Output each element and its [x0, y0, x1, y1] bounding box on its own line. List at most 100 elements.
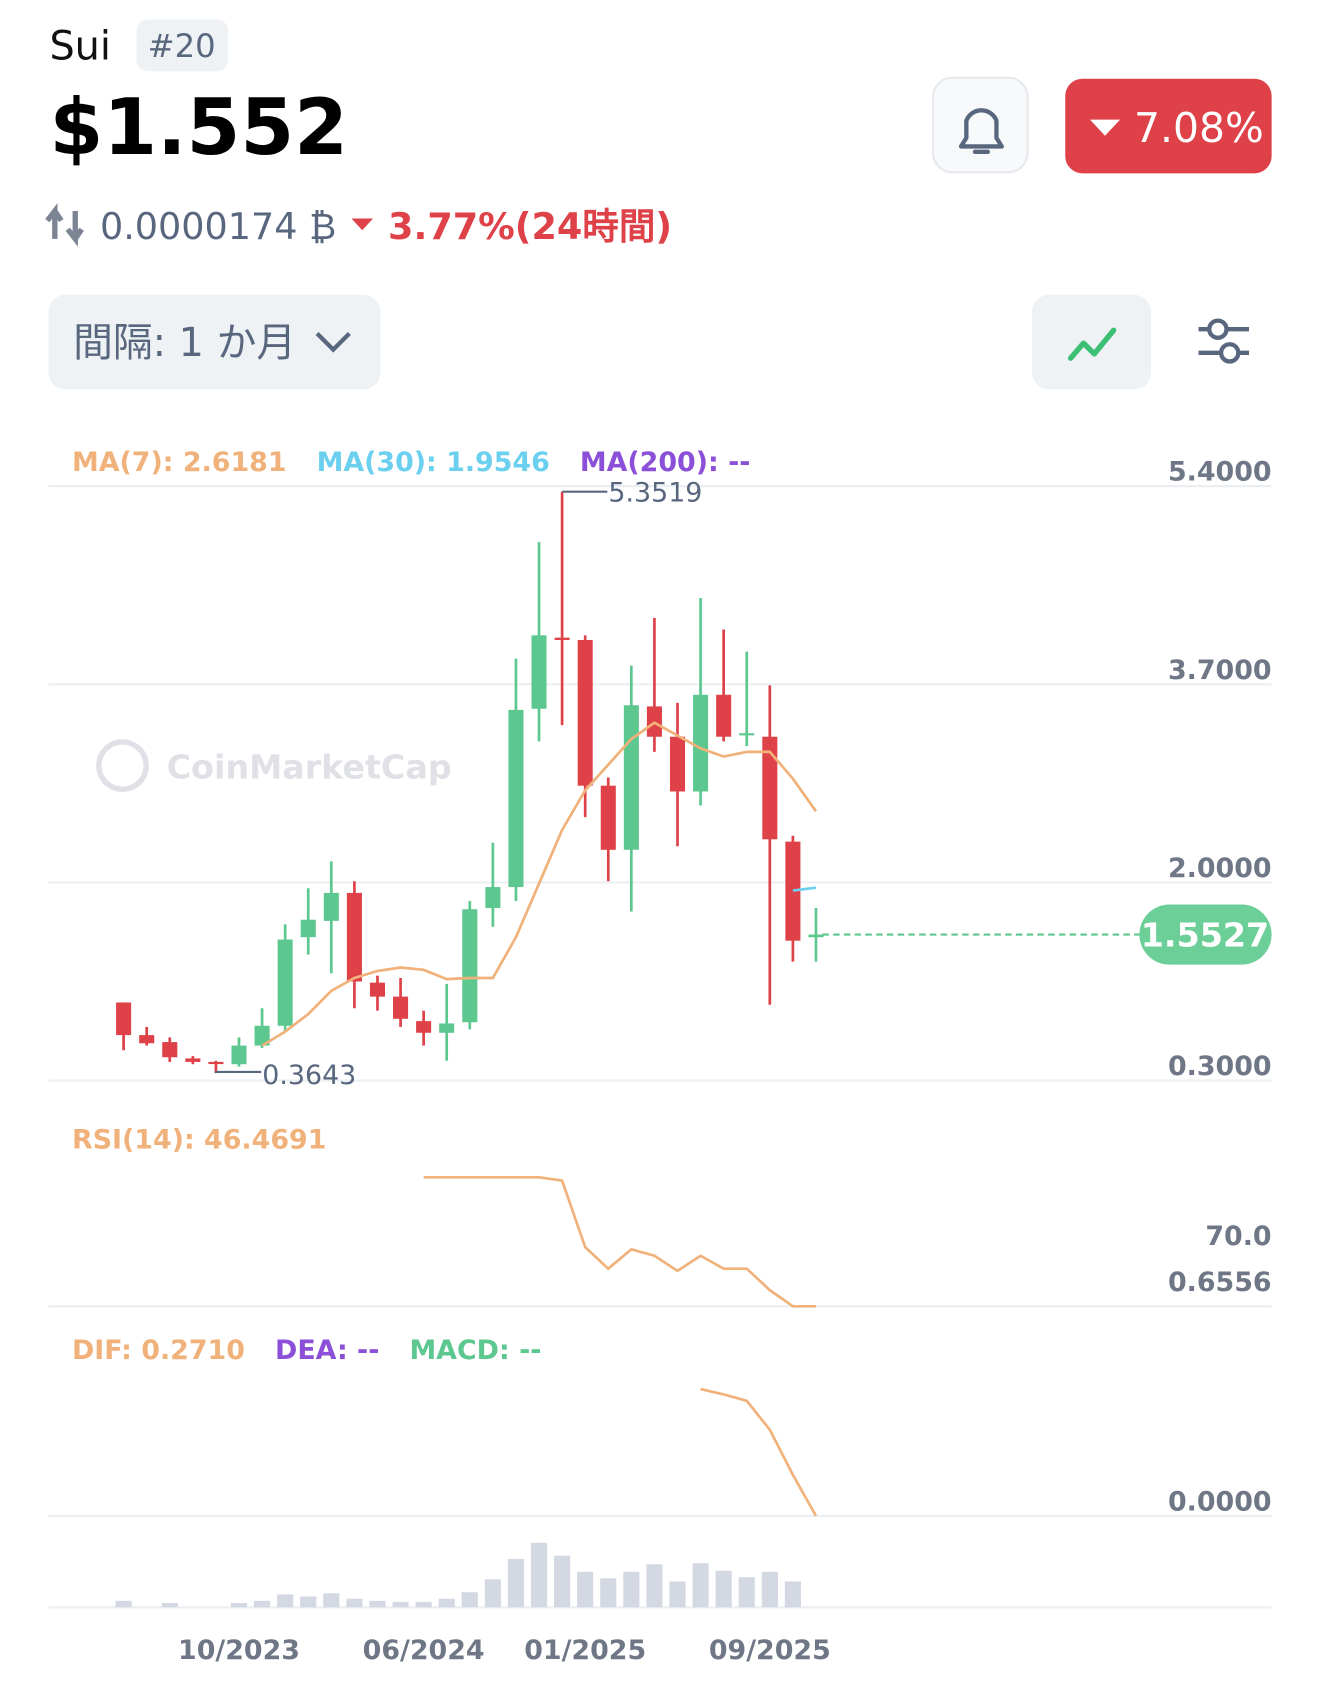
candle-body	[577, 639, 593, 786]
volume-bar	[461, 1592, 478, 1608]
volume-bar	[230, 1602, 248, 1608]
alert-button[interactable]	[931, 76, 1029, 174]
volume-bar	[323, 1593, 340, 1608]
x-tick-label: 01/2025	[524, 1635, 646, 1666]
volume-bar	[761, 1571, 778, 1608]
settings-button[interactable]	[1198, 318, 1250, 364]
indicator-label: MA(7): 2.6181	[72, 447, 287, 478]
y-tick-label: 2.0000	[1168, 853, 1272, 884]
x-tick-label: 09/2025	[709, 1635, 831, 1666]
y-tick-label: 0.6556	[1168, 1267, 1272, 1298]
candle-body	[508, 709, 524, 888]
low-label: 0.3643	[262, 1060, 356, 1091]
volume-bar	[438, 1598, 455, 1608]
candle-body	[277, 939, 293, 1026]
volume-bar	[115, 1600, 132, 1608]
high-label: 5.3519	[608, 477, 702, 508]
x-tick-label: 10/2023	[178, 1635, 300, 1666]
indicator-label: MACD: --	[409, 1335, 541, 1366]
candle-body	[393, 996, 409, 1019]
coin-name: Sui	[49, 23, 111, 69]
y-tick-label: 0.0000	[1168, 1487, 1272, 1518]
candle-body	[231, 1045, 247, 1065]
candle-body	[485, 887, 501, 909]
candle-body	[554, 637, 570, 640]
candle-body	[669, 736, 686, 792]
indicator-label: DEA: --	[275, 1335, 379, 1366]
volume-bar	[507, 1558, 525, 1608]
candle-body	[623, 705, 639, 850]
candle-body	[369, 982, 386, 997]
candle-body	[162, 1042, 178, 1058]
candle-body	[600, 785, 616, 850]
volume-bar	[738, 1577, 755, 1608]
rsi-line	[423, 1175, 816, 1308]
volume-bar	[346, 1598, 363, 1608]
y-tick-label: 5.4000	[1168, 457, 1272, 488]
candle-body	[739, 733, 755, 736]
candle-body	[346, 892, 362, 982]
volume-bar	[392, 1601, 409, 1608]
volume-bar	[415, 1601, 432, 1608]
volume-bar	[369, 1600, 386, 1608]
rank-badge	[136, 19, 228, 72]
indicator-label: MA(200): --	[580, 447, 751, 478]
y-tick-label: 0.3000	[1168, 1051, 1272, 1082]
btc-price: 0.0000174 ₿	[100, 205, 336, 248]
candle-body	[716, 694, 732, 737]
volume-bar	[277, 1594, 294, 1608]
candle-body	[693, 694, 709, 792]
candle-body	[185, 1058, 201, 1062]
volume-bar	[715, 1570, 732, 1608]
swap-icon	[45, 203, 84, 247]
chart-type-button[interactable]	[1031, 294, 1152, 390]
volume-bar	[784, 1581, 801, 1608]
x-tick-label: 06/2024	[363, 1635, 485, 1666]
candle-body	[416, 1021, 432, 1033]
candle-body	[139, 1035, 155, 1044]
interval-button[interactable]: 間隔: 1 か月	[48, 294, 381, 390]
volume-bar	[577, 1571, 594, 1608]
change-badge[interactable]: 7.08%	[1065, 78, 1272, 174]
candle-body	[254, 1025, 270, 1046]
volume-bar	[692, 1563, 709, 1608]
indicator-label: RSI(14): 46.4691	[72, 1124, 326, 1155]
interval: 間隔: 1 か月	[73, 320, 296, 366]
candle-body	[808, 934, 824, 938]
volume-bar	[254, 1600, 271, 1608]
volume-bar	[623, 1571, 640, 1608]
last-price-pill	[1139, 904, 1272, 965]
last-price-label: 1.5527	[1141, 915, 1270, 954]
candle-body	[208, 1061, 224, 1065]
y-tick-label: 70.0	[1205, 1221, 1271, 1252]
candle-body	[462, 909, 478, 1023]
low-pointer	[214, 1070, 262, 1074]
volume-bar	[484, 1579, 501, 1608]
volume-bar	[530, 1542, 548, 1608]
candle-body	[323, 892, 339, 921]
watermark: CoinMarketCap	[96, 739, 452, 792]
watermark-text: CoinMarketCap	[167, 748, 452, 787]
volume-bar	[669, 1581, 686, 1608]
candle-body	[762, 736, 778, 840]
volume-bar	[161, 1602, 178, 1608]
volume-bar	[646, 1564, 663, 1608]
volume-bar	[300, 1596, 317, 1608]
dif-line	[700, 1387, 818, 1517]
volume-bar	[554, 1555, 571, 1608]
rank: #20	[148, 27, 216, 65]
down-arrow	[351, 218, 373, 231]
change: 7.08%	[1134, 104, 1264, 152]
y-tick-label: 3.7000	[1168, 655, 1272, 686]
change-24h: 3.77%(24時間)	[388, 205, 672, 248]
indicator-label: MA(30): 1.9546	[317, 447, 550, 478]
candle-body	[531, 635, 547, 709]
volume-bar	[600, 1578, 617, 1608]
ma-line	[792, 886, 817, 892]
price: $1.552	[49, 83, 348, 173]
candle-body	[116, 1002, 132, 1036]
indicator-label: DIF: 0.2710	[72, 1335, 245, 1366]
ma-line	[261, 721, 818, 1047]
